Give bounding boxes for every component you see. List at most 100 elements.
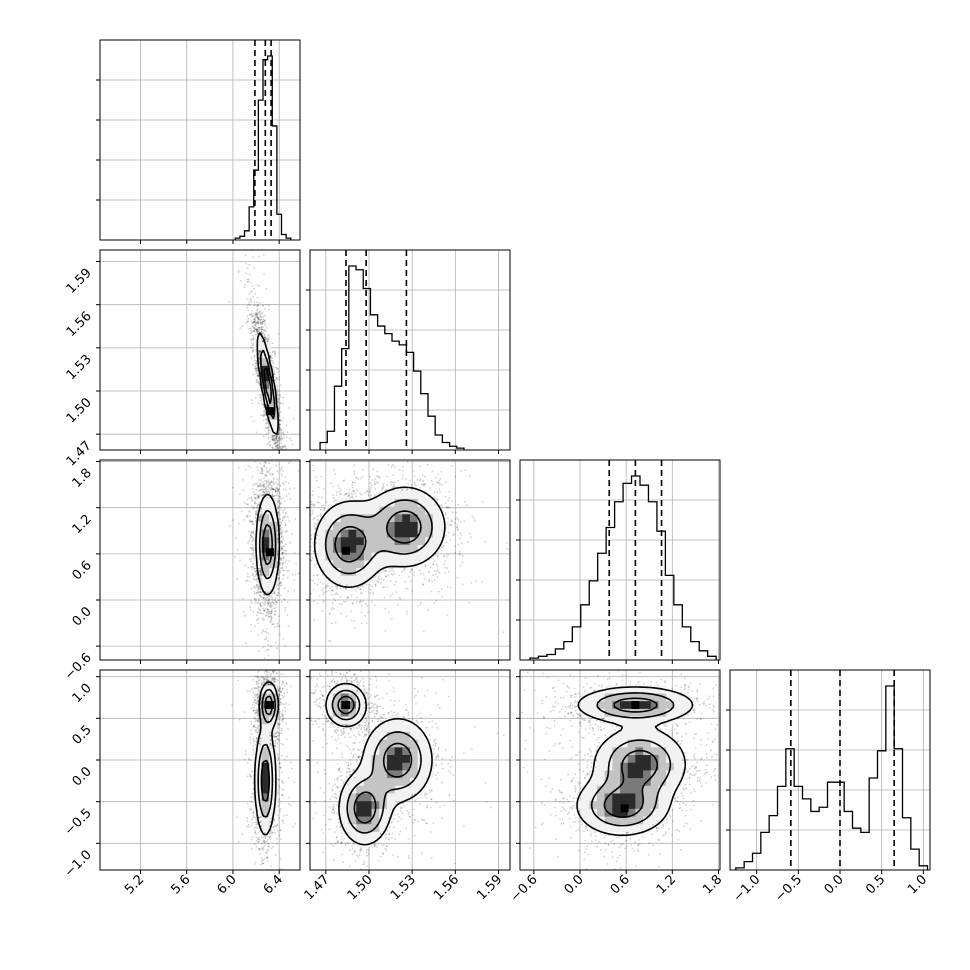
scatter-point [258,591,261,593]
scatter-point [283,452,285,454]
scatter-point [251,563,254,565]
scatter-point [276,439,279,442]
scatter-point [251,499,254,502]
scatter-point [286,436,288,439]
scatter-point [265,614,268,616]
scatter-point [250,346,252,349]
scatter-point [270,481,273,484]
scatter-point [282,488,285,491]
scatter-point [263,609,266,612]
scatter-point [254,364,256,367]
scatter-point [256,308,259,311]
scatter-point [256,466,259,469]
scatter-point [279,496,281,499]
density-cell [269,411,278,420]
scatter-point [265,596,268,599]
scatter-point [279,571,281,574]
scatter-point [259,399,262,402]
scatter-point [255,573,258,576]
scatter-point [282,537,284,540]
scatter-point [258,380,260,383]
scatter-point [257,318,259,320]
scatter-point [274,451,276,453]
scatter-point [259,396,262,399]
scatter-point [281,541,283,543]
scatter-point [261,618,264,620]
scatter-point [279,563,281,566]
scatter-point [254,321,257,324]
scatter-point [258,350,260,353]
scatter-point [278,582,281,585]
scatter-point [272,350,274,353]
scatter-point [276,454,278,456]
scatter-point [256,368,258,370]
scatter-point [260,327,262,329]
panel-background [310,250,510,450]
scatter-point [277,483,280,486]
scatter-point [248,293,251,295]
scatter-point [257,373,259,375]
scatter-point [248,576,251,578]
scatter-point [273,592,276,595]
scatter-point [256,507,259,509]
scatter-point [261,328,263,331]
scatter-point [246,579,249,582]
scatter-point [278,488,281,491]
scatter-point [256,453,258,455]
scatter-point [256,330,258,333]
scatter-point [260,575,262,578]
scatter-point [248,313,251,316]
scatter-point [256,315,258,317]
scatter-point [253,491,256,493]
scatter-point [268,491,271,493]
scatter-point [257,634,259,637]
scatter-point [251,399,254,401]
scatter-point [293,552,296,554]
scatter-point [253,354,256,357]
scatter-point [279,582,282,584]
scatter-point [252,327,255,329]
scatter-point [276,490,278,493]
scatter-point [276,534,279,536]
scatter-point [278,599,280,602]
scatter-point [255,584,258,586]
scatter-point [285,530,288,532]
scatter-point [279,501,281,504]
scatter-point [254,503,256,505]
scatter-point [256,509,258,512]
scatter-point [262,597,265,600]
scatter-point [254,625,257,628]
density-cell [269,380,278,389]
scatter-point [273,448,276,450]
scatter-point [255,572,258,575]
scatter-point [255,328,258,331]
scatter-point [276,622,279,625]
scatter-point [252,339,255,341]
scatter-point [278,406,281,409]
scatter-point [267,437,270,440]
scatter-point [268,469,271,471]
scatter-point [257,322,260,325]
scatter-point [295,562,297,565]
scatter-point [278,378,280,381]
scatter-point [302,648,304,650]
scatter-point [271,623,273,626]
scatter-point [254,369,257,372]
scatter-point [247,317,250,320]
scatter-point [243,501,246,504]
scatter-point [264,339,267,341]
scatter-point [261,488,264,491]
scatter-point [279,633,281,636]
scatter-point [251,346,254,349]
scatter-point [280,521,283,524]
scatter-point [275,601,277,604]
scatter-point [291,533,293,535]
scatter-point [257,375,260,378]
scatter-point [246,454,248,456]
scatter-point [262,305,264,307]
scatter-point [258,329,261,332]
scatter-point [250,291,253,293]
scatter-point [280,548,283,551]
scatter-point [255,311,258,314]
scatter-point [268,621,271,624]
